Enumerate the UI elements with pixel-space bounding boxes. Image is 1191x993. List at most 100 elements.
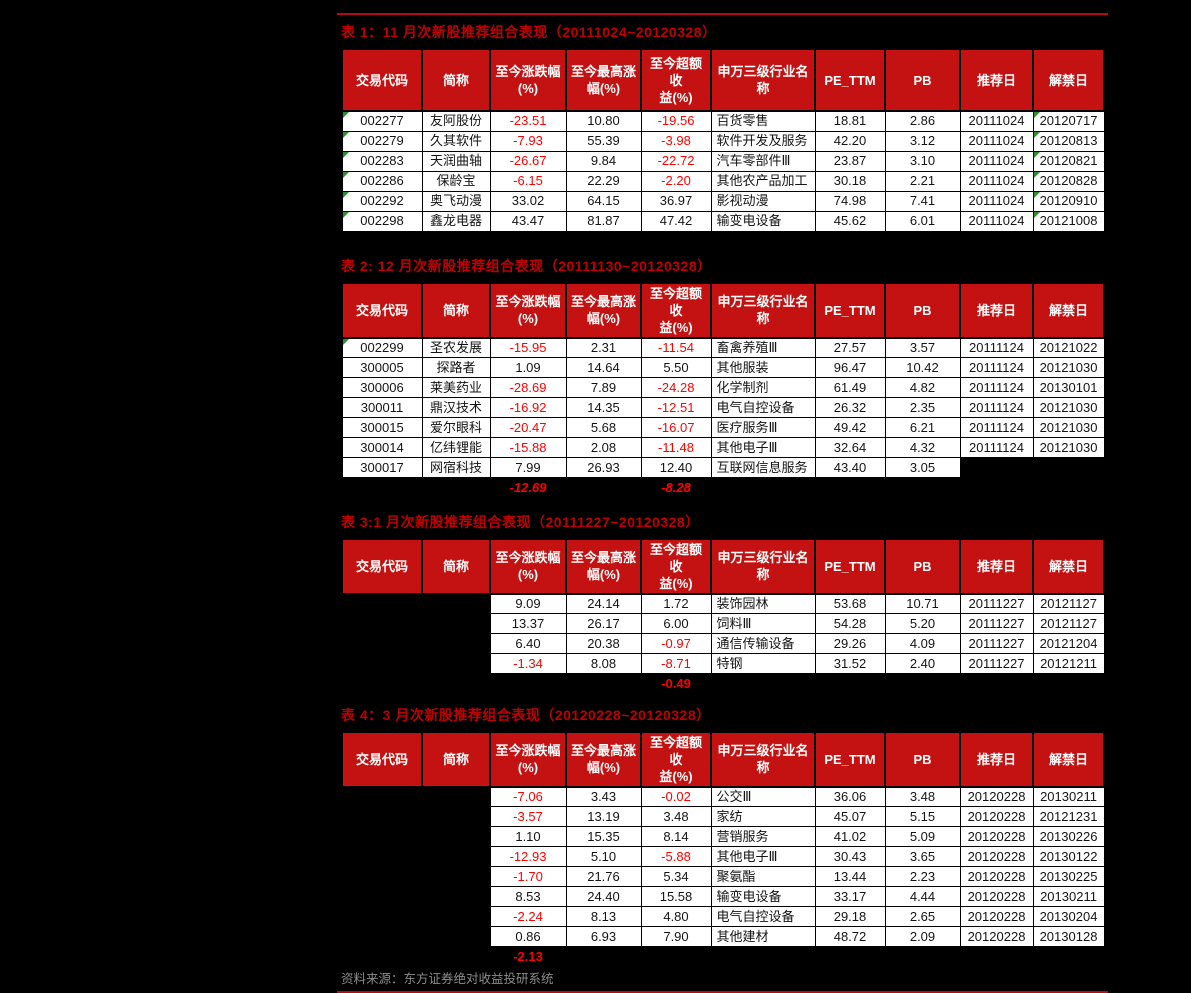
cell-pe: 45.07 (814, 806, 886, 827)
cell-name (421, 826, 491, 847)
cell-rec: 20111024 (959, 210, 1034, 232)
table-row: 300014 亿纬锂能 -15.88 2.08 -11.48 其他电子Ⅲ 32.64 4.32… (341, 437, 1105, 458)
cell-excess: -22.72 (640, 150, 712, 172)
table-title: 表 3:1 月次新股推荐组合表现（20111227~20120328） (341, 513, 700, 530)
cell-industry: 家纺 (710, 806, 816, 827)
cell-rec: 20120228 (959, 906, 1034, 927)
cell-unlock: 20130211 (1032, 786, 1105, 807)
cell-industry: 畜禽养殖Ⅲ (710, 337, 816, 358)
column-header-unlock: 解禁日 (1032, 48, 1105, 112)
column-header-chg: 至今涨跌幅 (%) (489, 730, 567, 788)
column-header-excess: 至今超额收 益(%) (640, 281, 712, 339)
cell-pe: 48.72 (814, 926, 886, 947)
cell-high: 26.93 (565, 457, 642, 478)
cell-pe: 32.64 (814, 437, 886, 458)
cell-chg: -23.51 (489, 110, 567, 132)
column-header-chg: 至今涨跌幅 (%) (489, 281, 567, 339)
table-row: -3.57 13.19 3.48 家纺 45.07 5.15 20120228 2012123… (341, 806, 1105, 827)
cell-rec: 20111227 (959, 593, 1034, 614)
cell-pb: 5.09 (884, 826, 961, 847)
cell-high: 24.40 (565, 886, 642, 907)
cell-code (341, 613, 423, 634)
green-corner-marker-icon (343, 112, 349, 118)
column-header-industry: 申万三级行业名 称 (710, 281, 816, 339)
summary-cell-excess: -8.28 (661, 479, 691, 495)
cell-excess: 36.97 (640, 190, 712, 212)
cell-name (421, 653, 491, 674)
cell-excess: -2.20 (640, 170, 712, 192)
column-header-chg: 至今涨跌幅 (%) (489, 48, 567, 112)
cell-unlock: 20121231 (1032, 806, 1105, 827)
cell-high: 8.13 (565, 906, 642, 927)
cell-pb: 5.20 (884, 613, 961, 634)
cell-code: 300006 (341, 377, 423, 398)
table-row: -1.34 8.08 -8.71 特钢 31.52 2.40 20111227 2012121… (341, 653, 1105, 674)
data-table: 交易代码 简称 至今涨跌幅 (%) 至今最高涨 幅(%) 至今超额收 益(%) 申万三级行… (341, 281, 1105, 498)
cell-rec: 20111124 (959, 397, 1034, 418)
cell-pe: 33.17 (814, 886, 886, 907)
cell-chg: -28.69 (489, 377, 567, 398)
cell-chg: -15.95 (489, 337, 567, 358)
summary-cell-unlock (1033, 947, 1104, 967)
cell-code: 300011 (341, 397, 423, 418)
cell-pb: 6.01 (884, 210, 961, 232)
green-corner-marker-icon (343, 152, 349, 158)
summary-cell-name (422, 478, 490, 498)
column-header-rec: 推荐日 (959, 281, 1034, 339)
summary-cell-rec (960, 478, 1033, 498)
green-corner-marker-icon (343, 132, 349, 138)
data-table: 交易代码 简称 至今涨跌幅 (%) 至今最高涨 幅(%) 至今超额收 益(%) 申万三级行… (341, 537, 1105, 694)
cell-code (341, 593, 423, 614)
cell-code: 300005 (341, 357, 423, 378)
summary-cell-chg (490, 674, 566, 694)
cell-unlock: 20130101 (1032, 377, 1105, 398)
column-header-name: 简称 (421, 730, 491, 788)
cell-rec: 20120228 (959, 866, 1034, 887)
cell-pb: 3.05 (884, 457, 961, 478)
cell-rec: 20120228 (959, 926, 1034, 947)
cell-name: 爱尔眼科 (421, 417, 491, 438)
cell-pb: 2.40 (884, 653, 961, 674)
cell-pb: 2.09 (884, 926, 961, 947)
cell-name: 久其软件 (421, 130, 491, 152)
column-header-pb: PB (884, 537, 961, 595)
cell-pb: 10.42 (884, 357, 961, 378)
cell-high: 2.31 (565, 337, 642, 358)
green-corner-marker-icon (343, 212, 349, 218)
column-header-excess: 至今超额收 益(%) (640, 537, 712, 595)
cell-name: 保龄宝 (421, 170, 491, 192)
cell-excess: 12.40 (640, 457, 712, 478)
cell-unlock: 20130128 (1032, 926, 1105, 947)
cell-industry: 其他农产品加工 (710, 170, 816, 192)
cell-name (421, 886, 491, 907)
column-header-high: 至今最高涨 幅(%) (565, 730, 642, 788)
cell-chg: -26.67 (489, 150, 567, 172)
cell-chg: -3.57 (489, 806, 567, 827)
column-header-rec: 推荐日 (959, 48, 1034, 112)
summary-cell-high (566, 947, 641, 967)
cell-unlock: 20120813 (1032, 130, 1105, 152)
column-header-industry: 申万三级行业名 称 (710, 537, 816, 595)
cell-unlock: 20120910 (1032, 190, 1105, 212)
cell-rec: 20111124 (959, 357, 1034, 378)
cell-high: 10.80 (565, 110, 642, 132)
cell-unlock: 20121008 (1032, 210, 1105, 232)
cell-pe: 29.26 (814, 633, 886, 654)
summary-cell-code (342, 947, 422, 967)
summary-cell-excess: -0.49 (661, 675, 691, 691)
cell-excess: -0.02 (640, 786, 712, 807)
summary-cell-high (566, 478, 641, 498)
cell-pb: 3.57 (884, 337, 961, 358)
column-header-high: 至今最高涨 幅(%) (565, 48, 642, 112)
cell-pe: 42.20 (814, 130, 886, 152)
cell-industry: 电气自控设备 (710, 906, 816, 927)
cell-high: 81.87 (565, 210, 642, 232)
cell-unlock: 20121127 (1032, 593, 1105, 614)
cell-name: 鑫龙电器 (421, 210, 491, 232)
table-row: 300017 网宿科技 7.99 26.93 12.40 互联网信息服务 43.40 3.05 (341, 457, 1105, 478)
cell-code (341, 653, 423, 674)
cell-high: 14.35 (565, 397, 642, 418)
cell-unlock: 20121030 (1032, 397, 1105, 418)
cell-excess: 5.50 (640, 357, 712, 378)
cell-unlock (1032, 457, 1105, 478)
